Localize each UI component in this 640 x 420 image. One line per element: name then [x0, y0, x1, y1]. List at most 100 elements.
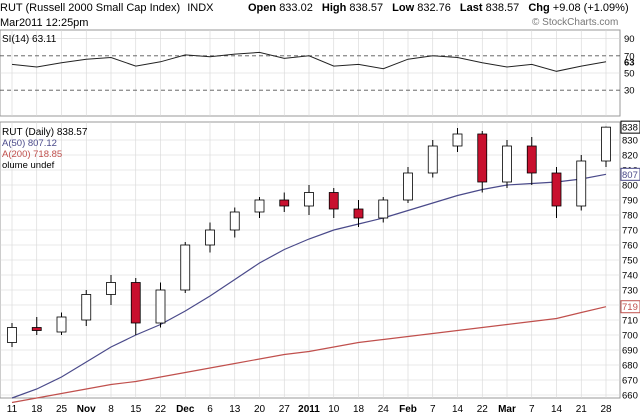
candle-body — [403, 172, 413, 201]
x-tick-label: 28 — [600, 404, 612, 415]
legend-volume: olume undef — [2, 160, 55, 171]
candle-body — [7, 327, 17, 343]
rsi-tick-label: 70 — [624, 51, 635, 62]
candle-body — [353, 208, 364, 219]
x-tick-label: 7 — [430, 404, 436, 415]
candle-body — [205, 229, 215, 246]
candle-body — [229, 211, 240, 231]
price-tick-label: 690 — [622, 346, 638, 357]
price-tick-label: 780 — [622, 211, 638, 222]
x-tick-label: 14 — [452, 404, 464, 415]
chg-value: +9.08 (+1.09%) — [552, 2, 629, 14]
candle-body — [477, 133, 488, 183]
ma200-tag: 719 — [622, 302, 638, 313]
price-tick-label: 820 — [622, 151, 638, 162]
rsi-line — [11, 51, 607, 72]
ma50-tag: 807 — [622, 170, 638, 181]
candle-body — [106, 282, 116, 295]
x-tick-label: 11 — [7, 404, 18, 415]
candle-body — [130, 282, 141, 324]
legend-ma200: A(200) 718.85 — [2, 149, 62, 160]
exchange-label: INDX — [187, 2, 214, 14]
candle-body — [81, 294, 92, 321]
candle-body — [56, 316, 67, 333]
axis-layer: 9070503083082081080079078077076075074073… — [7, 34, 640, 415]
price-tick-label: 680 — [622, 361, 638, 372]
high-value: 838.57 — [349, 2, 384, 14]
rsi-label: SI(14) 63.11 — [2, 34, 57, 45]
x-tick-label: 24 — [378, 404, 390, 415]
price-tick-label: 730 — [622, 286, 638, 297]
watermark: © StockCharts.com — [532, 17, 619, 28]
price-tick-label: 830 — [622, 136, 638, 147]
price-layer — [7, 126, 611, 404]
grid-lines — [0, 30, 620, 398]
price-tick-label: 740 — [622, 271, 638, 282]
rsi-current-tag: 63 — [624, 57, 635, 68]
x-tick-label: 25 — [56, 404, 68, 415]
x-tick-label: 2011 — [298, 404, 320, 415]
chg-label: Chg — [528, 2, 550, 14]
price-tick-label: 670 — [622, 376, 638, 387]
legend-ma50: A(50) 807.12 — [2, 138, 57, 149]
candle-body — [254, 199, 265, 213]
x-tick-label: 18 — [31, 404, 43, 415]
legend-layer: SI(14) 63.11 RUT (Daily) 838.57 A(50) 80… — [2, 34, 88, 171]
rsi-tick-label: 50 — [624, 69, 635, 80]
rsi-tick-label: 30 — [624, 86, 635, 97]
x-tick-label: 7 — [529, 404, 535, 415]
ma200-tag-box — [620, 300, 640, 314]
candle-body — [328, 192, 339, 210]
candle-body — [180, 244, 191, 291]
x-tick-label: Nov — [77, 404, 96, 415]
candle-body — [502, 145, 512, 183]
price-current-tag-box — [620, 120, 640, 134]
x-tick-label: 22 — [155, 404, 167, 415]
candle-body — [31, 327, 42, 331]
price-current-tag: 838 — [622, 123, 638, 134]
price-tick-label: 790 — [622, 196, 638, 207]
x-tick-label: 6 — [207, 404, 213, 415]
candle-body — [526, 145, 537, 174]
price-tick-label: 750 — [622, 256, 638, 267]
candle-body — [427, 145, 438, 174]
last-value: 838.57 — [485, 2, 520, 14]
x-tick-label: 27 — [279, 404, 291, 415]
x-tick-label: 20 — [254, 404, 266, 415]
open-label: Open — [248, 2, 277, 14]
x-tick-label: Dec — [176, 404, 195, 415]
price-tick-label: 660 — [622, 391, 638, 402]
x-tick-label: 13 — [229, 404, 241, 415]
x-tick-label: Mar — [498, 404, 516, 415]
x-tick-label: 8 — [108, 404, 114, 415]
rsi-layer — [11, 51, 607, 72]
price-tick-label: 800 — [622, 181, 638, 192]
x-tick-label: Feb — [399, 404, 417, 415]
candle-body — [576, 160, 587, 207]
candle-body — [601, 126, 611, 162]
x-tick-label: 21 — [576, 404, 588, 415]
candle-body — [155, 289, 166, 324]
low-value: 832.76 — [417, 2, 451, 14]
legend-rut: RUT (Daily) 838.57 — [2, 127, 88, 138]
candle-body — [551, 172, 562, 207]
x-tick-label: 22 — [477, 404, 489, 415]
x-tick-label: 18 — [353, 404, 365, 415]
rsi-tick-label: 90 — [624, 34, 635, 45]
datetime-label: Mar2011 12:25pm — [0, 17, 89, 29]
high-label: High — [321, 2, 347, 14]
x-tick-label: 10 — [328, 404, 340, 415]
price-tick-label: 710 — [622, 316, 638, 327]
low-label: Low — [392, 2, 415, 14]
open-value: 833.02 — [279, 2, 313, 14]
price-tick-label: 700 — [622, 331, 638, 342]
candle-body — [279, 199, 290, 207]
price-tick-label: 760 — [622, 241, 638, 252]
chart-header: RUT (Russell 2000 Small Cap Index) INDX — [0, 2, 214, 14]
price-tick-label: 770 — [622, 226, 638, 237]
candle-body — [378, 199, 389, 219]
ma50-tag-box — [620, 167, 640, 181]
x-tick-label: 15 — [130, 404, 142, 415]
chart-title: RUT (Russell 2000 Small Cap Index) — [0, 2, 181, 14]
